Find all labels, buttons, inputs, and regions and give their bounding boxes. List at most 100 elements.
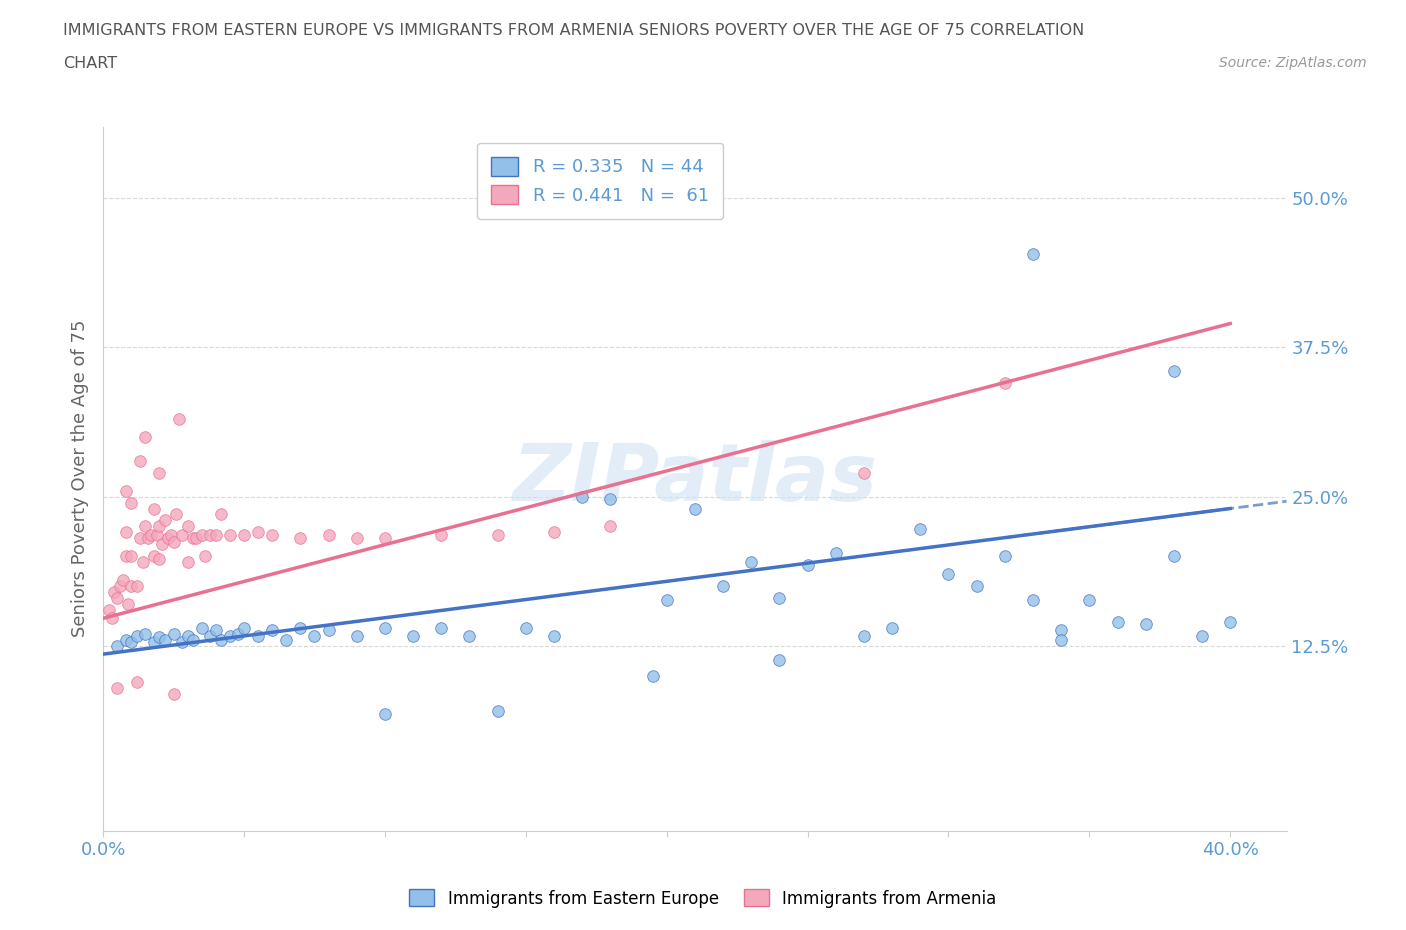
Point — [262, 527, 284, 542]
Point — [486, 704, 509, 719]
Point — [165, 507, 187, 522]
Point — [543, 629, 565, 644]
Point — [1078, 593, 1101, 608]
Point — [346, 629, 368, 644]
Point — [148, 630, 170, 644]
Point — [994, 376, 1017, 391]
Point — [114, 632, 136, 647]
Point — [1219, 615, 1241, 630]
Point — [125, 629, 148, 644]
Point — [374, 707, 396, 722]
Point — [211, 507, 233, 522]
Point — [1022, 593, 1045, 608]
Point — [200, 629, 222, 644]
Point — [120, 495, 142, 510]
Point — [290, 620, 312, 635]
Point — [200, 527, 222, 542]
Point — [153, 513, 176, 528]
Point — [1135, 617, 1157, 631]
Point — [430, 620, 453, 635]
Point — [711, 578, 734, 593]
Point — [205, 623, 228, 638]
Point — [125, 674, 148, 689]
Point — [134, 519, 156, 534]
Text: CHART: CHART — [63, 56, 117, 71]
Point — [162, 686, 184, 701]
Point — [880, 620, 903, 635]
Point — [131, 555, 153, 570]
Point — [148, 465, 170, 480]
Point — [458, 629, 481, 644]
Legend: Immigrants from Eastern Europe, Immigrants from Armenia: Immigrants from Eastern Europe, Immigran… — [402, 883, 1004, 914]
Point — [184, 531, 207, 546]
Point — [641, 668, 664, 683]
Point — [571, 489, 593, 504]
Point — [768, 591, 790, 605]
Point — [1022, 246, 1045, 261]
Point — [247, 629, 270, 644]
Point — [153, 632, 176, 647]
Point — [193, 549, 215, 564]
Point — [128, 531, 150, 546]
Point — [599, 519, 621, 534]
Point — [170, 527, 193, 542]
Point — [181, 632, 204, 647]
Point — [150, 537, 173, 551]
Point — [515, 620, 537, 635]
Point — [304, 629, 326, 644]
Point — [176, 519, 198, 534]
Point — [134, 430, 156, 445]
Text: ZIPatlas: ZIPatlas — [512, 440, 877, 518]
Point — [228, 627, 250, 642]
Point — [114, 484, 136, 498]
Point — [290, 531, 312, 546]
Point — [111, 573, 134, 588]
Point — [852, 629, 875, 644]
Point — [852, 465, 875, 480]
Point — [1050, 632, 1073, 647]
Point — [346, 531, 368, 546]
Point — [211, 632, 233, 647]
Point — [105, 638, 128, 653]
Point — [162, 535, 184, 550]
Point — [167, 412, 190, 427]
Point — [97, 603, 120, 618]
Point — [145, 527, 167, 542]
Point — [142, 549, 165, 564]
Point — [114, 549, 136, 564]
Point — [103, 585, 125, 600]
Point — [599, 492, 621, 507]
Point — [134, 627, 156, 642]
Point — [910, 522, 932, 537]
Point — [100, 611, 122, 626]
Point — [276, 632, 298, 647]
Point — [105, 591, 128, 605]
Point — [543, 525, 565, 539]
Point — [486, 527, 509, 542]
Point — [966, 578, 988, 593]
Point — [768, 653, 790, 668]
Point — [1107, 615, 1129, 630]
Point — [219, 527, 242, 542]
Point — [938, 566, 960, 581]
Point — [430, 527, 453, 542]
Y-axis label: Seniors Poverty Over the Age of 75: Seniors Poverty Over the Age of 75 — [72, 320, 89, 637]
Point — [108, 578, 131, 593]
Point — [136, 531, 159, 546]
Point — [233, 620, 256, 635]
Point — [683, 501, 706, 516]
Point — [262, 623, 284, 638]
Point — [148, 551, 170, 566]
Point — [233, 527, 256, 542]
Point — [120, 635, 142, 650]
Point — [142, 501, 165, 516]
Point — [105, 680, 128, 695]
Point — [148, 519, 170, 534]
Point — [181, 531, 204, 546]
Point — [1163, 549, 1185, 564]
Point — [824, 545, 846, 560]
Point — [117, 596, 139, 611]
Point — [125, 578, 148, 593]
Point — [114, 525, 136, 539]
Point — [120, 549, 142, 564]
